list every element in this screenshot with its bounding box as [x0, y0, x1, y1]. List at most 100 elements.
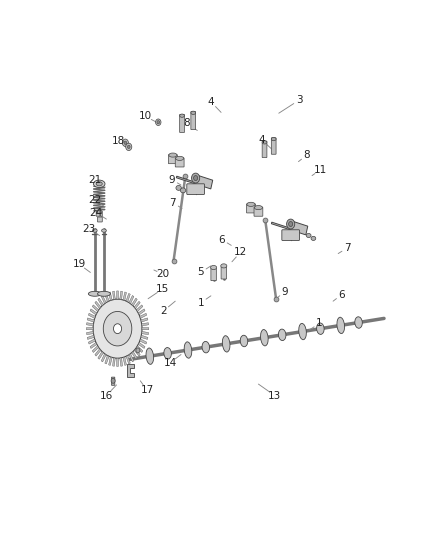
FancyBboxPatch shape: [169, 155, 177, 164]
Ellipse shape: [355, 317, 362, 328]
Polygon shape: [101, 354, 106, 362]
Circle shape: [126, 143, 132, 150]
Ellipse shape: [93, 180, 105, 188]
Circle shape: [286, 219, 295, 229]
Ellipse shape: [211, 265, 217, 270]
Polygon shape: [134, 301, 140, 309]
Polygon shape: [136, 305, 143, 312]
Ellipse shape: [88, 292, 101, 296]
FancyBboxPatch shape: [180, 115, 184, 133]
Ellipse shape: [176, 185, 181, 190]
Polygon shape: [127, 364, 134, 377]
FancyBboxPatch shape: [262, 141, 267, 158]
Ellipse shape: [279, 329, 286, 341]
Text: 17: 17: [141, 385, 154, 395]
Ellipse shape: [254, 206, 262, 209]
Text: 12: 12: [234, 247, 247, 257]
Circle shape: [157, 120, 159, 124]
Text: 11: 11: [314, 165, 327, 175]
Polygon shape: [126, 293, 130, 302]
Polygon shape: [109, 292, 112, 301]
Text: 5: 5: [198, 268, 204, 278]
Circle shape: [194, 175, 198, 181]
Text: 6: 6: [338, 289, 345, 300]
Polygon shape: [87, 318, 94, 322]
Text: 20: 20: [156, 269, 169, 279]
Polygon shape: [117, 358, 119, 366]
Polygon shape: [120, 358, 123, 366]
Ellipse shape: [337, 317, 345, 334]
Circle shape: [111, 378, 115, 383]
Polygon shape: [87, 335, 94, 340]
Polygon shape: [95, 349, 101, 356]
FancyBboxPatch shape: [221, 266, 226, 279]
Polygon shape: [134, 349, 140, 356]
Circle shape: [155, 119, 161, 126]
Ellipse shape: [261, 329, 268, 346]
FancyBboxPatch shape: [175, 158, 184, 167]
Polygon shape: [109, 357, 112, 366]
Polygon shape: [140, 339, 147, 344]
FancyBboxPatch shape: [96, 211, 102, 216]
Polygon shape: [142, 327, 149, 330]
Circle shape: [103, 311, 132, 346]
Ellipse shape: [164, 348, 171, 359]
Polygon shape: [90, 342, 97, 349]
Polygon shape: [105, 293, 109, 302]
Polygon shape: [123, 292, 127, 301]
Text: 1: 1: [198, 298, 204, 308]
Text: 4: 4: [258, 135, 265, 145]
Ellipse shape: [306, 233, 311, 238]
Polygon shape: [88, 313, 95, 318]
Polygon shape: [126, 356, 130, 364]
Ellipse shape: [221, 264, 227, 268]
Ellipse shape: [184, 342, 192, 358]
Ellipse shape: [299, 324, 306, 340]
Text: 24: 24: [89, 207, 103, 217]
Text: 14: 14: [163, 358, 177, 368]
Text: 22: 22: [88, 195, 102, 205]
Ellipse shape: [146, 348, 154, 365]
Ellipse shape: [191, 111, 196, 115]
Ellipse shape: [180, 188, 186, 193]
Circle shape: [191, 173, 200, 183]
Text: 18: 18: [112, 136, 125, 146]
Polygon shape: [140, 313, 147, 318]
Polygon shape: [101, 295, 106, 304]
Polygon shape: [90, 309, 97, 315]
Polygon shape: [88, 339, 95, 344]
Ellipse shape: [169, 153, 177, 157]
Text: 4: 4: [208, 96, 214, 107]
Polygon shape: [95, 301, 101, 309]
FancyBboxPatch shape: [191, 111, 196, 130]
Polygon shape: [113, 358, 115, 366]
Polygon shape: [138, 342, 145, 349]
FancyBboxPatch shape: [247, 204, 255, 213]
Text: 9: 9: [282, 287, 288, 297]
Text: 8: 8: [183, 118, 190, 128]
Polygon shape: [141, 332, 148, 335]
Text: 7: 7: [344, 243, 351, 253]
Polygon shape: [92, 305, 99, 312]
Polygon shape: [138, 309, 145, 315]
Circle shape: [93, 299, 142, 358]
Circle shape: [113, 324, 122, 334]
Polygon shape: [105, 356, 109, 364]
Polygon shape: [86, 322, 93, 326]
Text: 10: 10: [139, 111, 152, 122]
Ellipse shape: [92, 229, 97, 232]
Circle shape: [127, 145, 130, 149]
Text: 7: 7: [170, 198, 176, 208]
FancyBboxPatch shape: [254, 207, 263, 216]
Polygon shape: [141, 318, 148, 322]
Polygon shape: [272, 221, 308, 235]
Polygon shape: [136, 346, 143, 352]
Polygon shape: [129, 295, 134, 304]
Text: 3: 3: [296, 95, 303, 105]
Ellipse shape: [202, 342, 209, 353]
Text: 6: 6: [219, 235, 225, 245]
Text: 23: 23: [83, 224, 96, 234]
Polygon shape: [141, 335, 148, 340]
FancyBboxPatch shape: [271, 138, 276, 154]
Ellipse shape: [176, 156, 184, 160]
